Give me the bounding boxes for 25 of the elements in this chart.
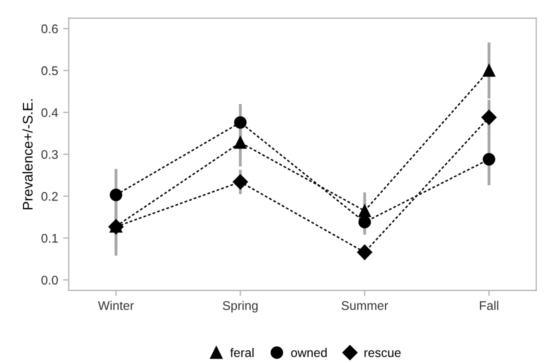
x-tick-label: Spring bbox=[222, 300, 258, 312]
y-tick-label: 0.5 bbox=[41, 66, 58, 76]
x-tick-label: Winter bbox=[98, 300, 134, 310]
legend-label: feral bbox=[230, 348, 254, 358]
y-axis-title: Prevalence+/-S.E. bbox=[22, 99, 33, 210]
point bbox=[482, 153, 496, 166]
y-tick-label: 0.3 bbox=[41, 150, 58, 159]
point bbox=[358, 216, 371, 228]
point bbox=[234, 136, 247, 149]
point bbox=[481, 110, 497, 125]
y-tick-label: 0.0 bbox=[41, 276, 58, 285]
y-tick-label: 0.2 bbox=[41, 192, 58, 201]
legend-label: owned bbox=[291, 348, 327, 358]
point bbox=[358, 204, 371, 218]
point bbox=[357, 244, 372, 260]
legend-label: rescue bbox=[364, 350, 401, 358]
y-tick-label: 0.1 bbox=[41, 234, 58, 243]
point bbox=[232, 174, 248, 190]
x-tick-label: Fall bbox=[480, 300, 498, 310]
point bbox=[234, 116, 247, 129]
point bbox=[482, 64, 496, 77]
y-tick-label: 0.4 bbox=[41, 108, 58, 118]
point bbox=[110, 188, 122, 202]
y-tick-label: 0.6 bbox=[41, 24, 58, 34]
x-tick-label: Summer bbox=[342, 301, 388, 310]
